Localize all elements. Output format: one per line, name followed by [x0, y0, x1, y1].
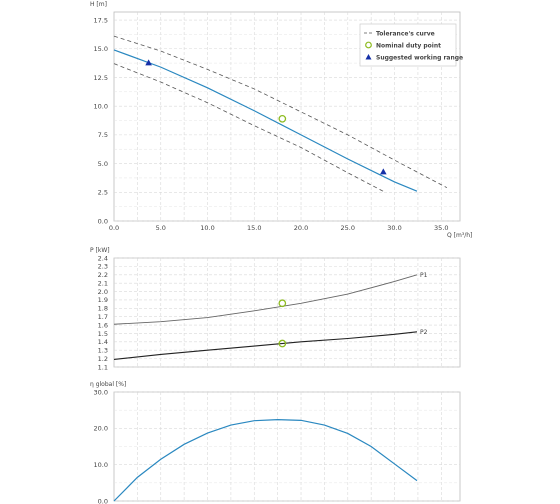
y-tick-label: 2.4: [98, 254, 108, 262]
y-tick-label: 1.6: [98, 321, 108, 329]
legend-box: [359, 23, 457, 67]
y-tick-label: 1.9: [98, 296, 108, 304]
legend-working-label: Suggested working range: [376, 54, 463, 61]
y-tick-label: 1.4: [98, 338, 108, 346]
x-tick-label: 10.0: [200, 224, 214, 232]
y-tick-label: 2.5: [98, 189, 108, 197]
y-tick-label: 5.0: [98, 160, 108, 168]
x-tick-label: 5.0: [156, 224, 166, 232]
y-tick-label: 2.2: [98, 271, 108, 279]
y-tick-label: 30.0: [94, 388, 108, 396]
y-tick-label: 2.3: [98, 263, 108, 271]
x-tick-label: 30.0: [387, 224, 401, 232]
legend-duty-label: Nominal duty point: [376, 42, 441, 49]
y-tick-label: 1.7: [98, 313, 108, 321]
power-duty-point-marker: [278, 339, 287, 348]
y-tick-label: 17.5: [94, 16, 108, 24]
y-tick-label: 10.0: [94, 461, 108, 469]
x-axis-label: Q [m³/h]: [447, 232, 472, 239]
y-tick-label: 20.0: [94, 425, 108, 433]
y-axis-label: P [kW]: [90, 247, 110, 254]
efficiency-curve: [113, 419, 418, 502]
y-axis-label: η global [%]: [90, 381, 126, 388]
y-axis-label: H [m]: [90, 1, 107, 8]
series-label-p1: P1: [420, 272, 428, 279]
y-tick-label: 15.0: [94, 45, 108, 53]
y-tick-label: 7.5: [98, 131, 108, 139]
power-curve-p1: [113, 274, 418, 325]
y-tick-label: 1.2: [98, 355, 108, 363]
legend-tolerance-label: Tolerance's curve: [376, 30, 435, 37]
legend-working-swatch: [365, 54, 372, 60]
x-tick-label: 25.0: [341, 224, 355, 232]
tolerance-curve-lower: [113, 63, 386, 193]
x-tick-label: 20.0: [294, 224, 308, 232]
working-range-marker: [380, 168, 387, 175]
power-duty-point-marker: [278, 299, 287, 308]
tolerance-curve-upper: [113, 35, 448, 189]
legend-duty-swatch: [365, 41, 372, 49]
power-curve-p2: [113, 331, 418, 361]
x-tick-label: 0.0: [109, 224, 119, 232]
working-range-marker: [145, 59, 152, 66]
nominal-duty-point-marker: [278, 114, 287, 123]
x-tick-label: 35.0: [434, 224, 448, 232]
y-tick-label: 1.8: [98, 305, 108, 313]
y-tick-label: 2.0: [98, 288, 108, 296]
y-tick-label: 0.0: [98, 497, 108, 504]
y-tick-label: 12.5: [94, 74, 108, 82]
y-tick-label: 1.3: [98, 347, 108, 355]
series-label-p2: P2: [420, 329, 428, 336]
y-tick-label: 10.0: [94, 102, 108, 110]
y-tick-label: 1.5: [98, 330, 108, 338]
head-curve: [113, 49, 418, 192]
y-tick-label: 2.1: [98, 279, 108, 287]
y-tick-label: 0.0: [98, 217, 108, 225]
x-tick-label: 15.0: [247, 224, 261, 232]
plot-frame-1: [113, 257, 461, 368]
y-tick-label: 1.1: [98, 363, 108, 371]
